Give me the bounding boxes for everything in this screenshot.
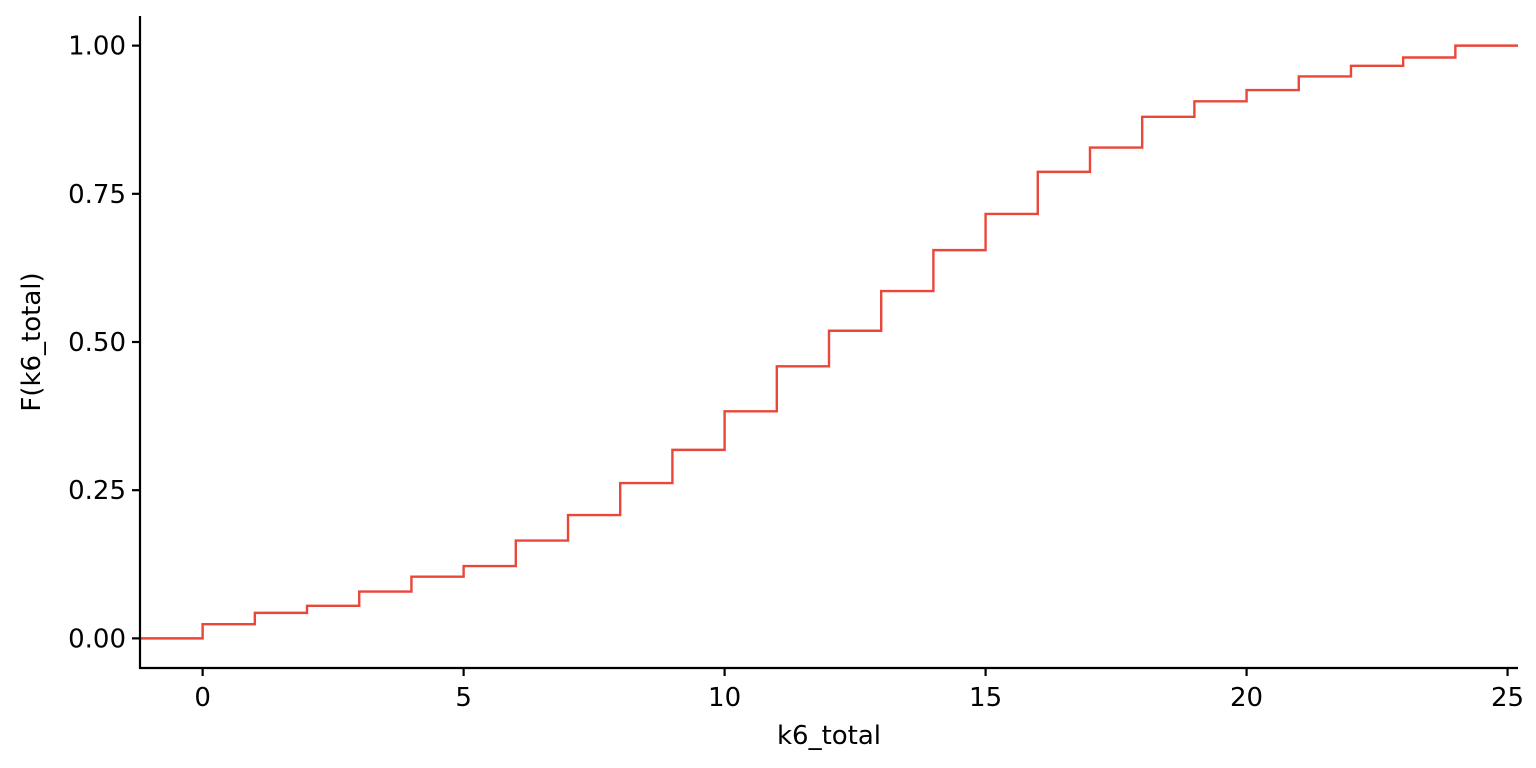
x-tick-label: 15 [969, 683, 1002, 713]
x-tick-label: 10 [708, 683, 741, 713]
x-tick-label: 0 [194, 683, 211, 713]
y-tick-label: 0.00 [68, 624, 126, 654]
y-axis-ticks: 0.00 0.25 0.50 0.75 1.00 [68, 32, 140, 654]
x-tick-label: 25 [1491, 683, 1524, 713]
x-tick-label: 5 [455, 683, 472, 713]
y-tick-label: 1.00 [68, 32, 126, 62]
y-tick-label: 0.50 [68, 328, 126, 358]
y-tick-label: 0.75 [68, 180, 126, 210]
ecdf-step-line [140, 44, 1518, 640]
y-axis-title: F(k6_total) [17, 272, 47, 411]
x-axis-title: k6_total [777, 721, 881, 751]
x-axis-ticks: 0 5 10 15 20 25 [194, 668, 1524, 713]
x-tick-label: 20 [1230, 683, 1263, 713]
y-tick-label: 0.25 [68, 476, 126, 506]
